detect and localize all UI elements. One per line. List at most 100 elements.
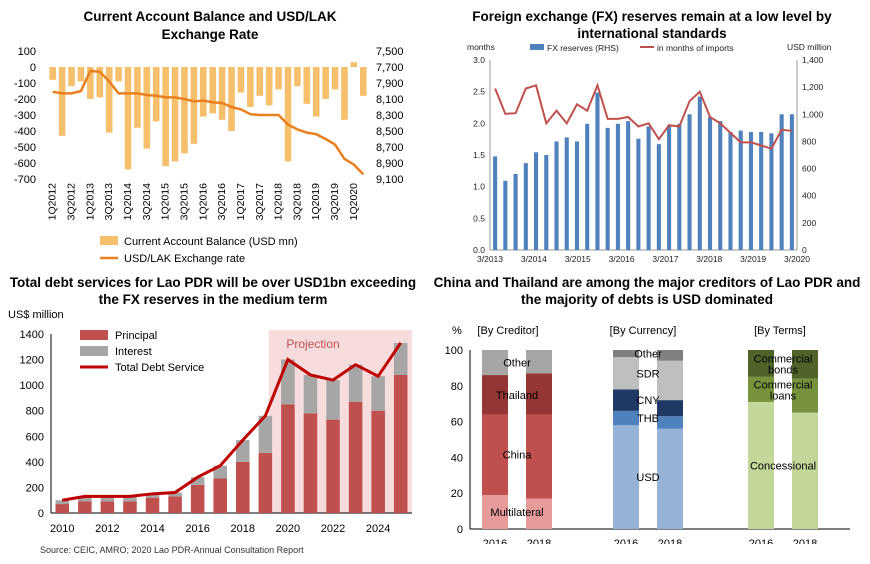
debt-composition-chart: China and Thailand are among the major c… [434,275,861,544]
x-tick-label: 1Q2014 [122,183,134,221]
ca-bar [284,67,292,162]
y-tick-label: 80 [451,381,463,393]
x-tick-label: 1Q2020 [348,183,360,221]
y-tick-label: 40 [451,452,463,464]
segment-label: Concessional [750,460,816,472]
y-right-tick-label: 8,300 [376,110,404,122]
interest-bar [123,496,137,502]
stacked-segment [482,350,508,376]
y-left-tick-label: 0.5 [473,213,485,223]
y-right-tick-label: 9,100 [376,174,404,186]
ca-bar [275,67,282,90]
chart-title: Exchange Rate [162,27,259,42]
segment-label: Thailand [496,390,538,402]
ca-fx-chart: Current Account Balance and USD/LAK Excha… [14,9,404,265]
x-tick-label: 2016 [749,538,773,544]
principal-bar [326,419,340,513]
y-left-tick-label: -100 [14,78,36,90]
projection-label: Projection [286,337,339,351]
segment-label: Other [503,358,531,370]
y-left-tick-label: 1.5 [473,150,485,160]
stacked-segment [613,350,639,358]
x-tick-label: 2018 [793,538,817,544]
principal-bar [213,478,227,513]
y-tick-label: 200 [26,482,44,494]
interest-bar [326,380,340,420]
x-tick-label: 2016 [614,538,638,544]
x-tick-label: 3/2015 [565,254,591,264]
y-left-tick-label: 1.0 [473,182,485,192]
ca-bar [162,67,169,167]
chart-title: the FX reserves in the medium term [99,292,328,307]
y-left-tick-label: 3.0 [473,55,485,65]
reserves-bar [779,114,784,251]
debt-service-chart-panel: Total debt services for Lao PDR will be … [0,272,430,544]
y-tick-label: 20 [451,488,463,500]
ca-bar [134,67,141,128]
y-unit-label: US$ million [8,309,64,321]
reserves-bar [728,131,733,250]
ca-bar [115,67,122,82]
stacked-segment [748,401,774,529]
x-tick-label: 2018 [231,523,255,535]
months-of-imports-line [494,82,793,150]
interest-bar [303,374,318,414]
x-tick-label: 1Q2016 [197,183,209,221]
x-tick-label: 3Q2012 [66,183,78,221]
interest-bar [55,500,70,505]
reserves-bar [493,156,498,250]
segment-label: Multilateral [490,507,543,519]
reserves-bar [605,127,610,250]
fx-reserves-chart: Foreign exchange (FX) reserves remain at… [467,9,832,264]
ca-bar [68,67,75,87]
ca-bar [247,67,254,107]
x-tick-label: 3Q2018 [291,183,303,221]
x-tick-label: 1Q2017 [235,183,247,221]
x-tick-label: 3Q2015 [178,183,190,221]
stacked-segment [613,389,639,411]
ca-bar [58,67,66,136]
chart-title: Total debt services for Lao PDR will be … [10,275,416,290]
legend-label-fx: USD/LAK Exchange rate [124,253,245,265]
y-left-tick-label: -700 [14,174,36,186]
legend-label-months: in months of imports [657,43,734,53]
y-right-tick-label: 200 [802,218,816,228]
reserves-bar [534,152,539,250]
y-left-tick-label: 0 [30,62,36,74]
y-left-tick-label: -300 [14,110,36,122]
y-tick-label: 60 [451,417,463,429]
ca-bar [294,67,301,87]
x-tick-label: 3Q2014 [141,183,153,221]
reserves-bar [636,138,641,250]
principal-bar [190,484,205,513]
exchange-rate-line [52,69,365,176]
group-header: [By Currency] [610,325,677,337]
stacked-segment [657,428,683,529]
ca-bar [96,67,104,98]
ca-bar [331,67,339,90]
interest-bar [78,496,92,502]
ca-bar [152,67,160,122]
reserves-bar [626,121,631,250]
y-tick-label: 1200 [20,355,44,367]
x-tick-label: 2018 [658,538,682,544]
ca-bar [360,67,367,96]
chart-title: the majority of debts is USD dominated [521,292,773,307]
principal-bar [281,404,295,513]
y-tick-label: 400 [26,457,44,469]
reserves-bar [738,130,743,250]
stacked-segment [657,416,683,429]
principal-bar [236,461,250,513]
y-right-tick-label: 7,500 [376,46,404,58]
principal-bar [100,501,115,513]
x-tick-label: 2020 [276,523,300,535]
legend-label-interest: Interest [115,346,152,358]
segment-label: CNY [636,395,660,407]
stacked-segment [657,400,683,417]
right-unit-label: USD million [787,42,832,52]
ca-bar [237,67,245,93]
x-tick-label: 3/2018 [696,254,722,264]
segment-label: Other [634,349,662,361]
legend-swatch-ca [100,236,118,245]
ca-bar [181,67,188,154]
